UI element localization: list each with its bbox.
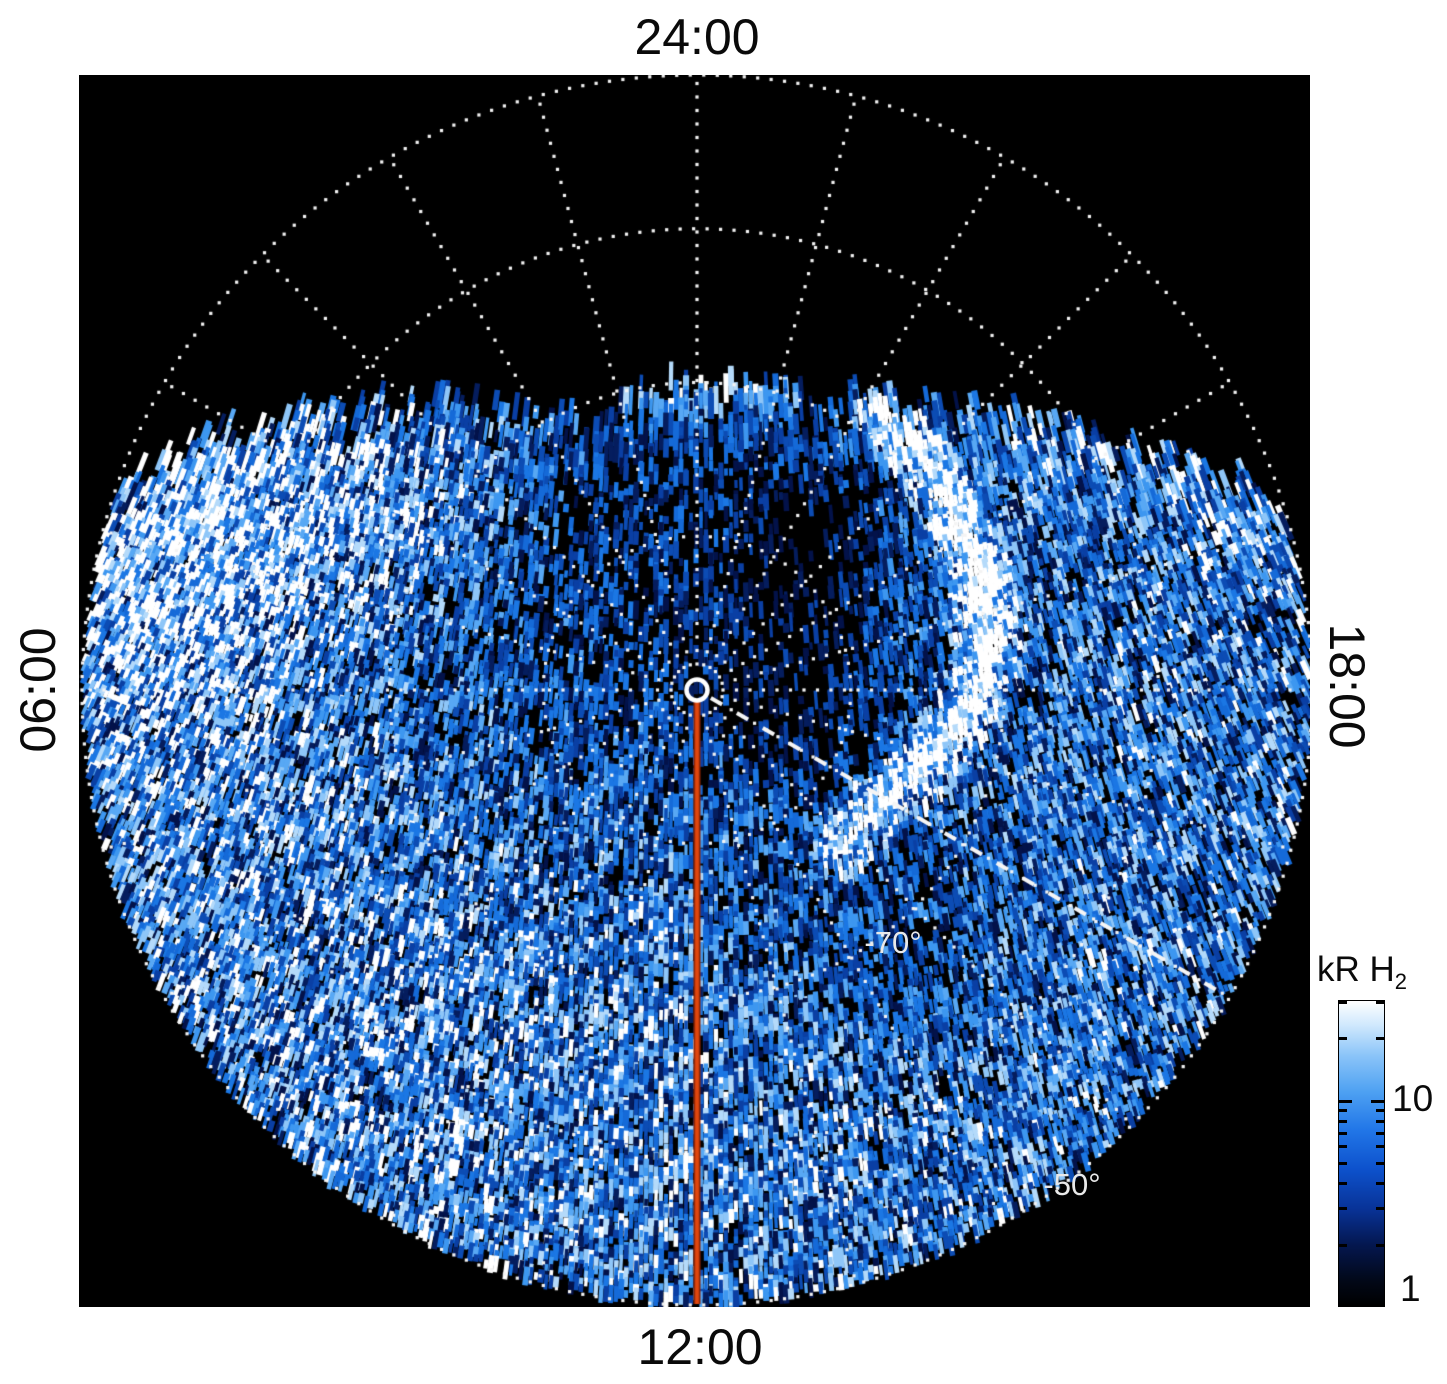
colorbar-tick-30-left <box>1339 1001 1347 1004</box>
local-time-label-0600: 06:00 <box>10 627 66 753</box>
colorbar-title-subscript: 2 <box>1394 969 1408 994</box>
colorbar-tick-7-right <box>1376 1131 1384 1135</box>
colorbar-tick-7-left <box>1339 1131 1347 1135</box>
local-time-label-2400: 24:00 <box>634 9 760 65</box>
colorbar-tick-10-right <box>1371 1099 1384 1103</box>
colorbar-tick-6-right <box>1376 1145 1384 1149</box>
colorbar-tick-5-left <box>1339 1161 1347 1165</box>
colorbar-tick-label-10: 10 <box>1392 1078 1434 1119</box>
colorbar-tick-9-left <box>1339 1108 1347 1112</box>
local-time-label-1800: 18:00 <box>1319 623 1375 749</box>
colorbar-tick-5-right <box>1376 1161 1384 1165</box>
local-time-label-1200: 12:00 <box>637 1319 763 1375</box>
colorbar-tick-6-left <box>1339 1145 1347 1149</box>
latitude-label-50: -50° <box>1043 1167 1101 1202</box>
colorbar-tick-8-left <box>1339 1119 1347 1123</box>
colorbar-tick-30-right <box>1376 1001 1384 1004</box>
colorbar-tick-9-right <box>1376 1108 1384 1112</box>
colorbar-tick-4-right <box>1376 1181 1384 1185</box>
colorbar-tick-10-left <box>1339 1099 1352 1103</box>
colorbar-tick-1-right <box>1371 1304 1384 1307</box>
colorbar-tick-20-right <box>1376 1037 1384 1041</box>
polar-plot-area <box>79 75 1310 1307</box>
colorbar-title-text: kR H <box>1316 950 1395 989</box>
colorbar-tick-1-left <box>1339 1304 1352 1307</box>
colorbar-tick-20-left <box>1339 1037 1347 1041</box>
colorbar-tick-3-right <box>1376 1207 1384 1211</box>
colorbar-tick-2-left <box>1339 1243 1347 1247</box>
aurora-polar-heatmap-canvas <box>79 75 1310 1307</box>
colorbar-title: kR H2 <box>1317 950 1407 995</box>
colorbar-bar <box>1338 1000 1385 1307</box>
latitude-label-70: -70° <box>864 925 922 960</box>
colorbar-tick-3-left <box>1339 1207 1347 1211</box>
colorbar-tick-4-left <box>1339 1181 1347 1185</box>
colorbar-tick-8-right <box>1376 1119 1384 1123</box>
colorbar-tick-label-1: 1 <box>1400 1268 1421 1309</box>
colorbar-tick-2-right <box>1376 1243 1384 1247</box>
